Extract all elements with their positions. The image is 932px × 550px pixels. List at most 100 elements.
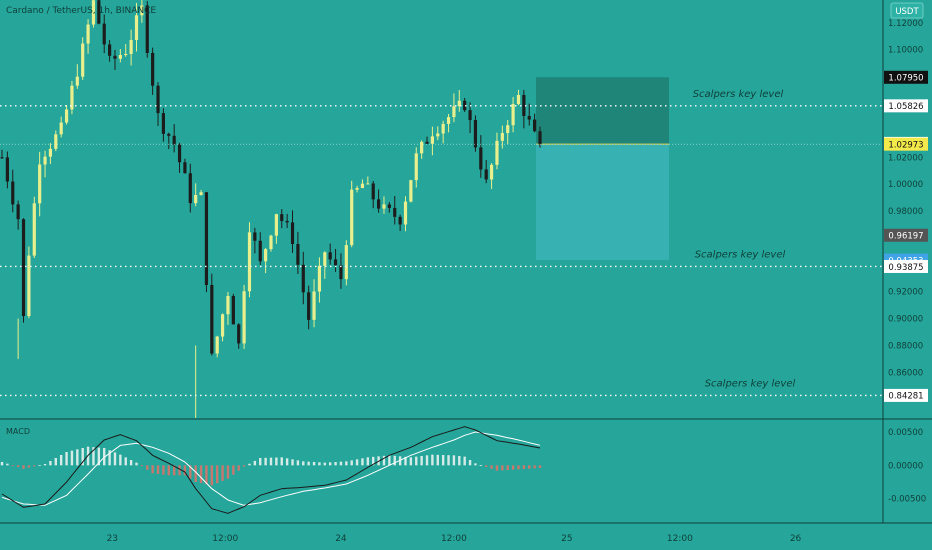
price-badge-label: 1.07950 bbox=[888, 74, 923, 84]
candle-body bbox=[161, 113, 165, 134]
macd-histogram-bar bbox=[162, 465, 165, 475]
macd-histogram-bar bbox=[302, 461, 305, 466]
macd-histogram-bar bbox=[307, 461, 310, 466]
macd-histogram-bar bbox=[334, 462, 337, 466]
macd-histogram-bar bbox=[226, 465, 230, 479]
macd-histogram-bar bbox=[318, 462, 321, 466]
macd-histogram-bar bbox=[485, 465, 488, 467]
candle-body bbox=[441, 123, 445, 134]
candle-body bbox=[210, 284, 214, 354]
candle-body bbox=[188, 173, 192, 204]
candle-body bbox=[38, 164, 42, 204]
macd-histogram-bar bbox=[76, 449, 79, 466]
x-tick-label: 25 bbox=[561, 534, 572, 544]
macd-histogram-bar bbox=[253, 460, 257, 466]
candle-body bbox=[312, 291, 316, 320]
macd-histogram-bar bbox=[452, 455, 456, 466]
candle-body bbox=[479, 147, 483, 170]
y-tick-label: 0.86000 bbox=[888, 368, 923, 378]
candle-body bbox=[506, 125, 510, 134]
candle-body bbox=[264, 249, 268, 262]
candle-body bbox=[403, 201, 408, 225]
candle-body bbox=[194, 194, 198, 204]
macd-histogram-bar bbox=[65, 452, 68, 466]
price-badge-label: 0.84281 bbox=[888, 392, 923, 402]
candle-body bbox=[167, 133, 171, 136]
annotation-label: Scalpers key level bbox=[705, 378, 796, 389]
candle-body bbox=[516, 94, 521, 105]
candle-body bbox=[247, 232, 252, 292]
price-badge-label: 0.93875 bbox=[888, 263, 923, 273]
x-tick-label: 26 bbox=[790, 534, 802, 544]
macd-histogram-bar bbox=[6, 463, 9, 466]
candle-body bbox=[527, 115, 531, 120]
candle-body bbox=[97, 0, 101, 24]
macd-histogram-bar bbox=[167, 465, 170, 476]
candle-body bbox=[145, 5, 149, 53]
candle-body bbox=[339, 265, 343, 280]
candle-body bbox=[317, 265, 322, 292]
y-tick-label: 1.10000 bbox=[888, 46, 923, 56]
macd-histogram-bar bbox=[533, 465, 536, 469]
macd-histogram-bar bbox=[43, 464, 47, 466]
macd-histogram-bar bbox=[205, 465, 208, 485]
y-tick-label: 0.90000 bbox=[888, 315, 923, 325]
candle-body bbox=[54, 134, 58, 149]
currency-button-label: USDT bbox=[895, 7, 919, 17]
macd-histogram-bar bbox=[199, 465, 203, 484]
macd-histogram-bar bbox=[345, 461, 348, 466]
macd-histogram-bar bbox=[151, 465, 154, 474]
macd-histogram-bar bbox=[178, 465, 181, 476]
macd-histogram-bar bbox=[183, 465, 187, 476]
candle-body bbox=[215, 336, 219, 354]
candle-body bbox=[473, 120, 478, 148]
candle-body bbox=[124, 53, 128, 56]
currency-button[interactable]: USDT bbox=[890, 2, 924, 19]
macd-histogram-bar bbox=[323, 462, 326, 466]
macd-histogram-bar bbox=[415, 456, 418, 466]
key-level-lines: Scalpers key level Scalpers key level Scal… bbox=[0, 89, 882, 397]
candle-body bbox=[118, 55, 122, 59]
candle-body bbox=[296, 244, 300, 265]
candle-body bbox=[500, 133, 504, 141]
candle-body bbox=[21, 219, 26, 317]
y-tick-label: 1.02000 bbox=[888, 153, 923, 163]
x-tick-label: 12:00 bbox=[212, 534, 238, 544]
macd-histogram-bar bbox=[156, 465, 160, 474]
candle-body bbox=[344, 245, 348, 280]
macd-histogram-bar bbox=[382, 455, 386, 466]
candle-body bbox=[113, 55, 117, 59]
y-tick-label: 0.88000 bbox=[888, 341, 923, 351]
macd-tick-label: 0.00000 bbox=[888, 461, 923, 471]
candle-body bbox=[226, 296, 230, 315]
macd-histogram-bar bbox=[0, 462, 4, 466]
macd-histogram-bar bbox=[242, 465, 246, 467]
candle-body bbox=[522, 94, 526, 116]
candle-body bbox=[301, 264, 305, 293]
macd-histogram-bar bbox=[463, 456, 466, 466]
macd-histogram-bar bbox=[511, 465, 515, 470]
macd-histogram-bar bbox=[458, 456, 461, 466]
macd-histogram-bar bbox=[355, 459, 359, 466]
macd-histogram-bar bbox=[33, 465, 36, 467]
macd-histogram-bar bbox=[538, 465, 542, 468]
macd-histogram-bar bbox=[328, 462, 332, 466]
macd-histogram-bar bbox=[259, 458, 262, 466]
candle-body bbox=[382, 204, 386, 209]
price-badge: 1.02973 bbox=[884, 137, 928, 151]
macd-histogram-bar bbox=[296, 460, 300, 466]
y-tick-label: 0.92000 bbox=[888, 288, 923, 298]
candle-body bbox=[371, 183, 375, 200]
price-badge-box bbox=[884, 99, 928, 113]
macd-histogram-bar bbox=[124, 457, 127, 466]
price-badge-box bbox=[884, 388, 928, 402]
macd-histogram-bar bbox=[49, 461, 52, 466]
macd-histogram-bar bbox=[210, 465, 214, 486]
candle-body bbox=[151, 52, 155, 86]
macd-histogram-bar bbox=[140, 465, 144, 467]
macd-tick-label: 0.00500 bbox=[888, 428, 923, 438]
candle-body bbox=[420, 141, 424, 154]
macd-histogram-bar bbox=[436, 454, 439, 466]
